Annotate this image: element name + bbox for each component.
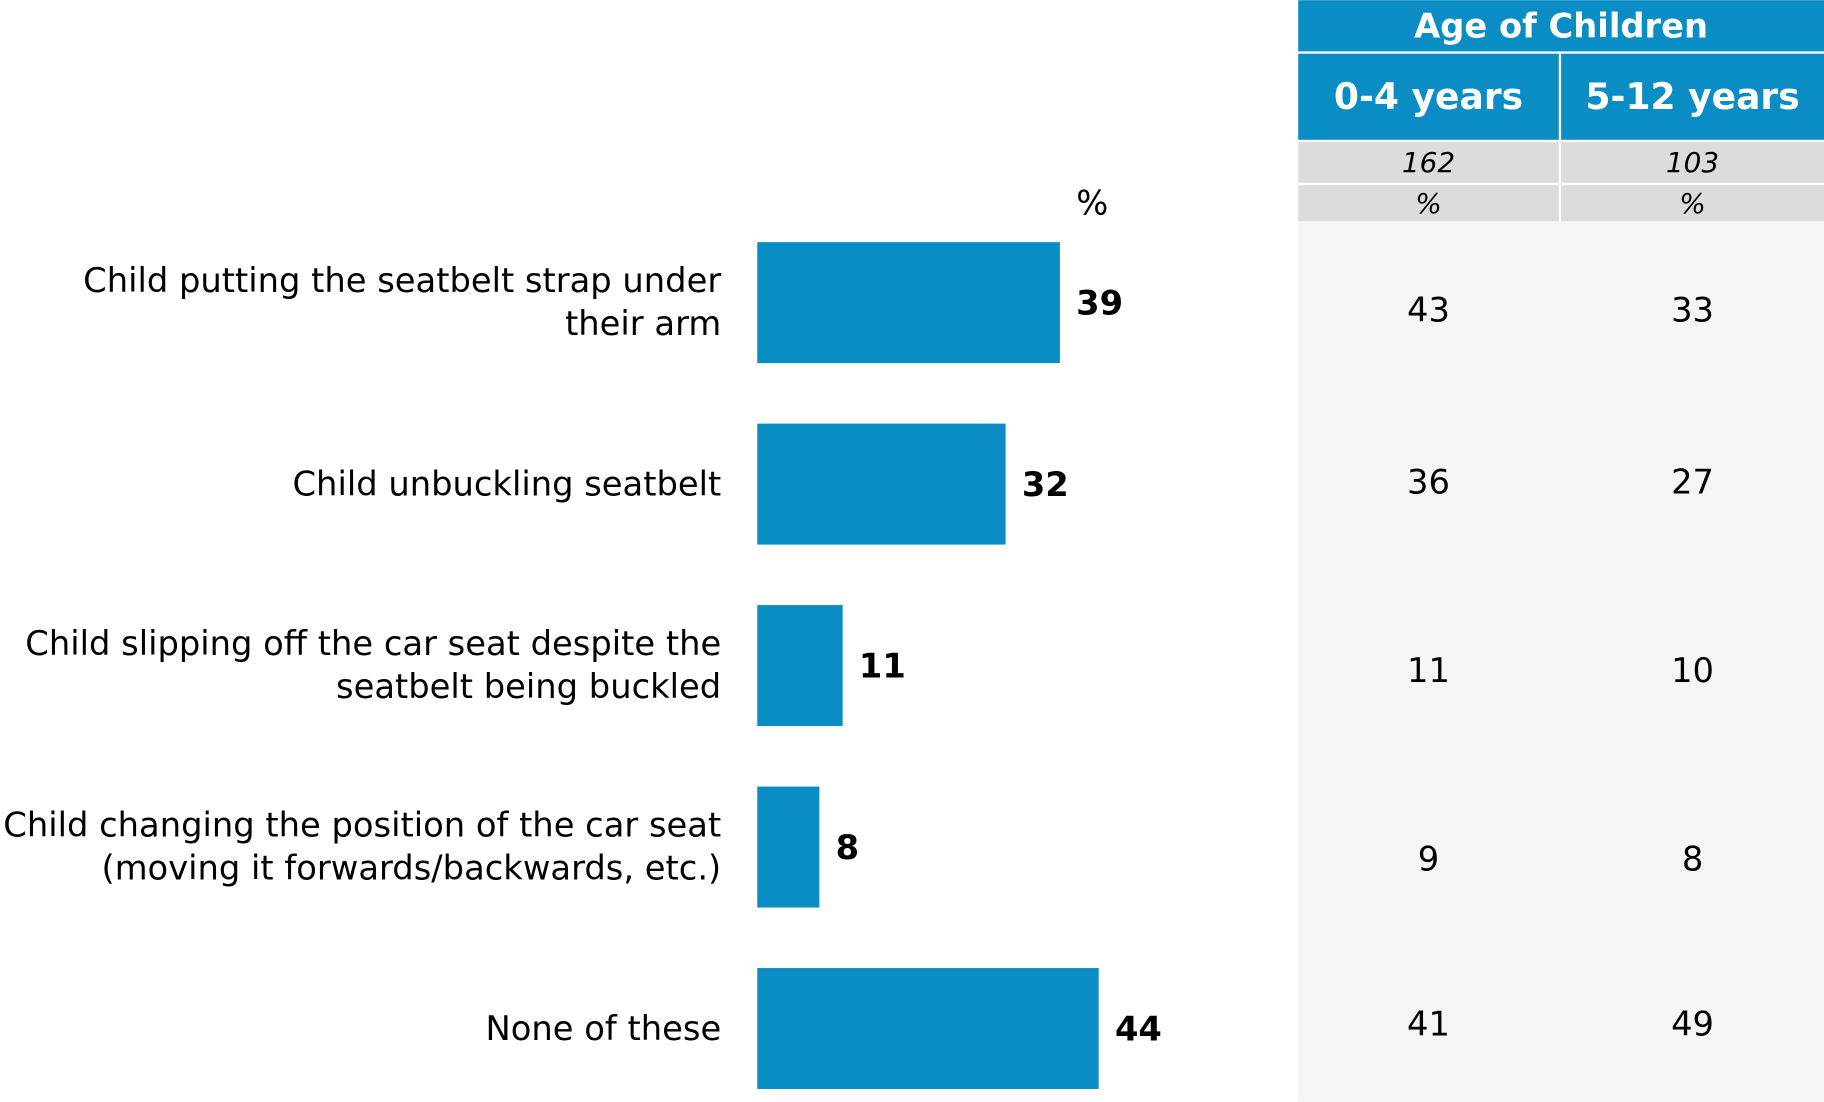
table-body-bg <box>1298 221 1824 1102</box>
unit-label: % <box>1076 183 1108 222</box>
category-label: Child slipping off the car seat despite … <box>25 623 722 707</box>
bar <box>757 786 820 908</box>
value-label: 11 <box>859 646 906 685</box>
base-value: 103 <box>1666 146 1719 179</box>
table-title: Age of Children <box>1414 7 1708 46</box>
unit-row-bg <box>1561 185 1824 222</box>
column-header-bg <box>1298 53 1559 140</box>
table-cell: 33 <box>1671 290 1714 329</box>
value-label: 8 <box>836 828 859 867</box>
category-label-box: None of these <box>485 1008 722 1048</box>
table-cell: 8 <box>1682 840 1703 879</box>
value-label: 32 <box>1022 465 1069 504</box>
table-cell: 9 <box>1418 840 1439 879</box>
table-cell: 27 <box>1671 463 1714 502</box>
table-cell: 10 <box>1671 651 1714 690</box>
table-cell: 11 <box>1407 651 1450 690</box>
bar <box>757 605 843 727</box>
table-cell: 41 <box>1407 1005 1450 1044</box>
base-value: 162 <box>1402 146 1455 179</box>
bar <box>757 423 1006 545</box>
category-label-box: Child changing the position of the car s… <box>3 805 722 888</box>
category-label-box: Child putting the seatbelt strap under t… <box>83 260 722 344</box>
base-row-bg <box>1298 142 1559 183</box>
category-label-box: Child slipping off the car seat despite … <box>25 623 722 707</box>
unit-cell: % <box>1415 187 1442 220</box>
category-label: Child unbuckling seatbelt <box>292 463 722 504</box>
category-label: None of these <box>485 1008 722 1048</box>
bar <box>757 242 1060 364</box>
column-header: 5-12 years <box>1585 76 1799 118</box>
table-header-bg <box>1298 0 1824 52</box>
column-header-bg <box>1561 53 1824 140</box>
unit-cell: % <box>1679 187 1706 220</box>
value-label: 44 <box>1115 1009 1162 1048</box>
value-label: 39 <box>1076 283 1123 322</box>
table-cell: 36 <box>1407 463 1450 502</box>
table-cell: 49 <box>1671 1005 1714 1044</box>
base-row-bg <box>1561 142 1824 183</box>
table-cell: 43 <box>1407 290 1450 329</box>
category-label: Child putting the seatbelt strap under t… <box>83 260 722 344</box>
bar <box>757 968 1099 1090</box>
unit-row-bg <box>1298 185 1559 222</box>
category-label: Child changing the position of the car s… <box>3 805 722 888</box>
category-label-box: Child unbuckling seatbelt <box>292 463 722 504</box>
column-header: 0-4 years <box>1334 76 1523 118</box>
